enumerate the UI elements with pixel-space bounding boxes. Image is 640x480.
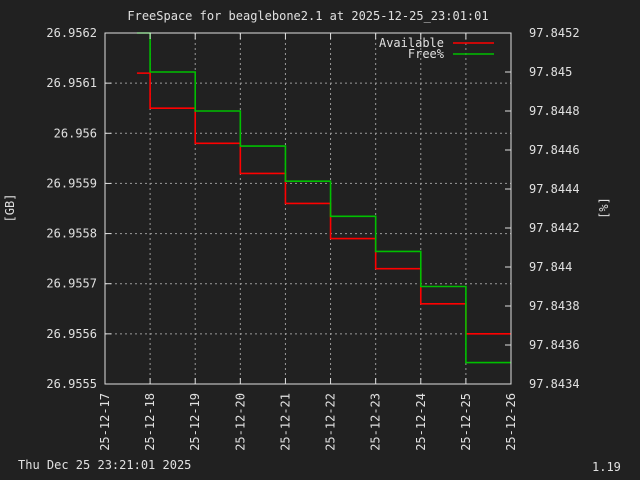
y2-tick-label: 97.8438 (529, 299, 580, 313)
series-line-free- (136, 32, 511, 364)
x-tick-label: 25-12-24 (414, 393, 428, 451)
y2-tick-label: 97.844 (529, 260, 572, 274)
y2-tick-label: 97.8442 (529, 221, 580, 235)
y2-tick-label: 97.8436 (529, 338, 580, 352)
y2-tick-label: 97.8446 (529, 143, 580, 157)
y-axis-label-right: [%] (597, 197, 611, 219)
x-tick-label: 25-12-20 (233, 393, 247, 451)
y-tick-label: 26.9561 (46, 76, 97, 90)
y-tick-label: 26.956 (54, 126, 97, 140)
series-layer (136, 32, 511, 364)
legend-label: Free% (408, 47, 445, 61)
y2-tick-label: 97.8448 (529, 104, 580, 118)
plot-border (104, 32, 512, 385)
x-tick-label: 25-12-25 (459, 393, 473, 451)
x-tick-label: 25-12-26 (504, 393, 518, 451)
y2-tick-label: 97.8434 (529, 377, 580, 391)
x-tick-label: 25-12-17 (98, 393, 112, 451)
series-line-available (136, 72, 511, 335)
x-tick-label: 25-12-19 (188, 393, 202, 451)
chart-title: FreeSpace for beaglebone2.1 at 2025-12-2… (127, 9, 488, 23)
x-tick-label: 25-12-18 (143, 393, 157, 451)
footer-version: 1.19 (592, 460, 621, 474)
grid-lines (105, 33, 511, 384)
x-tick-label: 25-12-21 (278, 393, 292, 451)
y2-tick-label: 97.845 (529, 65, 572, 79)
y-tick-label: 26.9555 (46, 377, 97, 391)
y-tick-label: 26.9562 (46, 26, 97, 40)
x-tick-labels: 25-12-17 25-12-18 25-12-19 25-12-20 25-12-21… (98, 393, 518, 451)
x-tick-label: 25-12-23 (369, 393, 383, 451)
y-tick-label: 26.9559 (46, 176, 97, 190)
axis-ticks (104, 32, 512, 385)
legend-label: Available (379, 36, 444, 50)
footer-timestamp: Thu Dec 25 23:21:01 2025 (18, 458, 192, 472)
y-tick-label: 26.9558 (46, 227, 97, 241)
y-tick-label: 26.9557 (46, 277, 97, 291)
y-tick-labels-right: 97.8434 97.8436 97.8438 97.844 97.8442 97.844… (529, 26, 580, 391)
x-tick-label: 25-12-22 (324, 393, 338, 451)
y-tick-labels-left: 26.9555 26.9556 26.9557 26.9558 26.9559 26.95… (46, 26, 97, 391)
y2-tick-label: 97.8452 (529, 26, 580, 40)
y-axis-label-left: [GB] (3, 194, 17, 223)
y-tick-label: 26.9556 (46, 327, 97, 341)
y2-tick-label: 97.8444 (529, 182, 580, 196)
